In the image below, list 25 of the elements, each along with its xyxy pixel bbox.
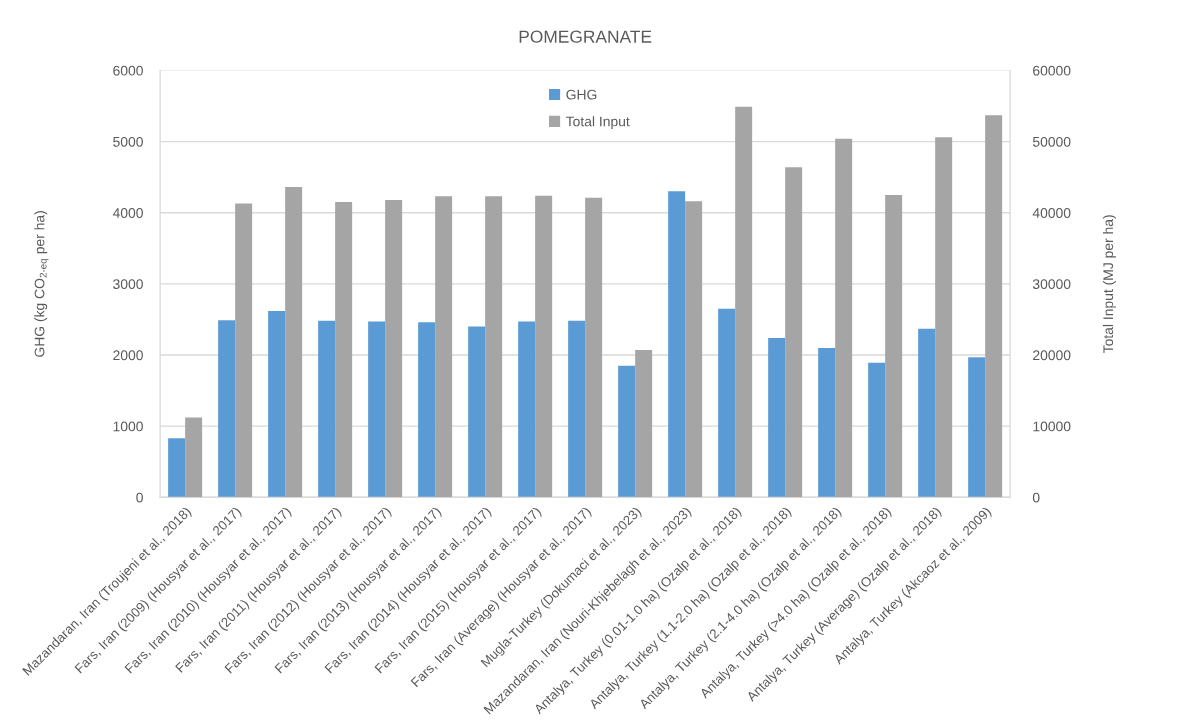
bar xyxy=(885,194,903,498)
y-tick-label: 6000 xyxy=(113,65,143,76)
legend-label: GHG xyxy=(566,89,597,100)
y-tick-label: 1000 xyxy=(113,421,143,432)
y2-tick-label: 60000 xyxy=(1033,65,1071,76)
bar xyxy=(735,106,753,498)
bar xyxy=(785,167,803,498)
y-tick-label: 0 xyxy=(136,492,143,503)
y2-tick-label: 40000 xyxy=(1032,208,1071,218)
y-tick-label: 5000 xyxy=(113,136,143,147)
y2-axis-title: Total Input (MJ per ha) xyxy=(1102,215,1116,354)
y-tick-label: 2000 xyxy=(113,350,143,361)
y2-tick-label: 50000 xyxy=(1032,136,1071,147)
chart-title: POMEGRANATE xyxy=(519,30,652,43)
legend-label: Total Input xyxy=(566,116,630,130)
bar xyxy=(985,115,1003,498)
y2-tick-label: 0 xyxy=(1032,492,1040,503)
y2-tick-label: 10000 xyxy=(1033,421,1071,432)
y2-tick-label: 20000 xyxy=(1033,350,1071,361)
bar xyxy=(935,137,953,498)
y2-tick-label: 30000 xyxy=(1032,279,1071,290)
y-axis-title: GHG (kg CO$_{2‐eq}$ per ha) xyxy=(34,211,49,357)
y-tick-label: 4000 xyxy=(112,208,143,218)
bar xyxy=(835,138,853,498)
y-tick-label: 3000 xyxy=(113,279,143,290)
